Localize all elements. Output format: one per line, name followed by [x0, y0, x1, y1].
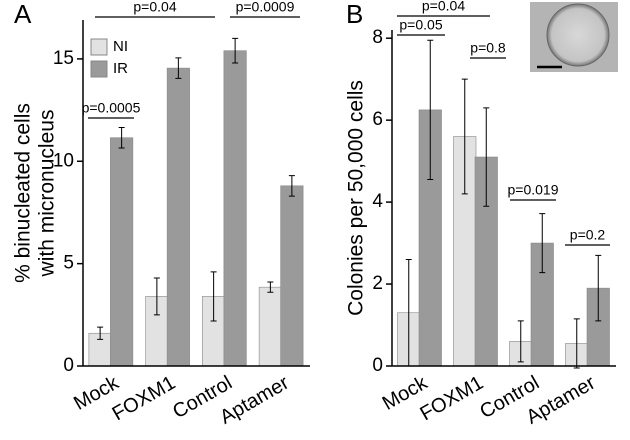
- bar: [110, 137, 134, 367]
- error-bar: [539, 213, 546, 274]
- annotation: p=0.04: [133, 0, 176, 15]
- bar: [258, 286, 282, 367]
- bar: [280, 185, 304, 367]
- x-tick-label: FOXM1: [416, 372, 487, 426]
- error-bar: [267, 281, 274, 293]
- annotation: p=0.0009: [236, 0, 295, 15]
- error-bar: [210, 271, 217, 322]
- annotation: p=0.05: [399, 17, 442, 33]
- annotation: p=0.04: [422, 0, 465, 14]
- bar: [223, 50, 247, 367]
- error-bar: [595, 254, 602, 322]
- y-tick-label: 4: [372, 191, 383, 212]
- error-bar: [517, 320, 524, 363]
- annotation: p=0.019: [508, 182, 559, 198]
- y-tick-label: 0: [63, 355, 74, 376]
- error-bar: [461, 78, 468, 195]
- y-axis-title: % binucleated cells: [12, 103, 35, 283]
- y-axis-title: with micronucleus: [36, 110, 59, 278]
- panel-label: A: [14, 0, 32, 29]
- y-tick-label: 0: [372, 355, 383, 376]
- error-bar: [573, 318, 580, 369]
- y-tick-label: 6: [372, 109, 383, 130]
- y-tick-label: 15: [53, 48, 74, 69]
- legend-label: IR: [113, 60, 128, 77]
- annotation: p=0.2: [570, 227, 606, 243]
- legend-swatch: [90, 60, 108, 78]
- error-bar: [427, 39, 434, 181]
- inset-micrograph: [530, 2, 618, 72]
- panel-label: B: [346, 0, 363, 29]
- error-bar: [288, 175, 295, 197]
- legend-label: NI: [113, 38, 128, 55]
- y-tick-label: 8: [372, 27, 383, 48]
- error-bar: [483, 107, 490, 207]
- y-axis-title: Colonies per 50,000 cells: [345, 80, 368, 316]
- bar: [166, 67, 190, 367]
- error-bar: [118, 126, 125, 149]
- x-tick-label: FOXM1: [109, 372, 180, 426]
- annotation: p=0.8: [470, 40, 506, 56]
- error-bar: [97, 326, 104, 340]
- legend-swatch: [90, 38, 108, 56]
- annotation: p=0.0005: [82, 100, 141, 116]
- error-bar: [175, 57, 182, 79]
- error-bar: [232, 37, 239, 64]
- error-bar: [153, 277, 160, 316]
- y-tick-label: 2: [372, 273, 383, 294]
- y-tick-label: 5: [63, 253, 74, 274]
- y-tick-label: 10: [53, 150, 74, 171]
